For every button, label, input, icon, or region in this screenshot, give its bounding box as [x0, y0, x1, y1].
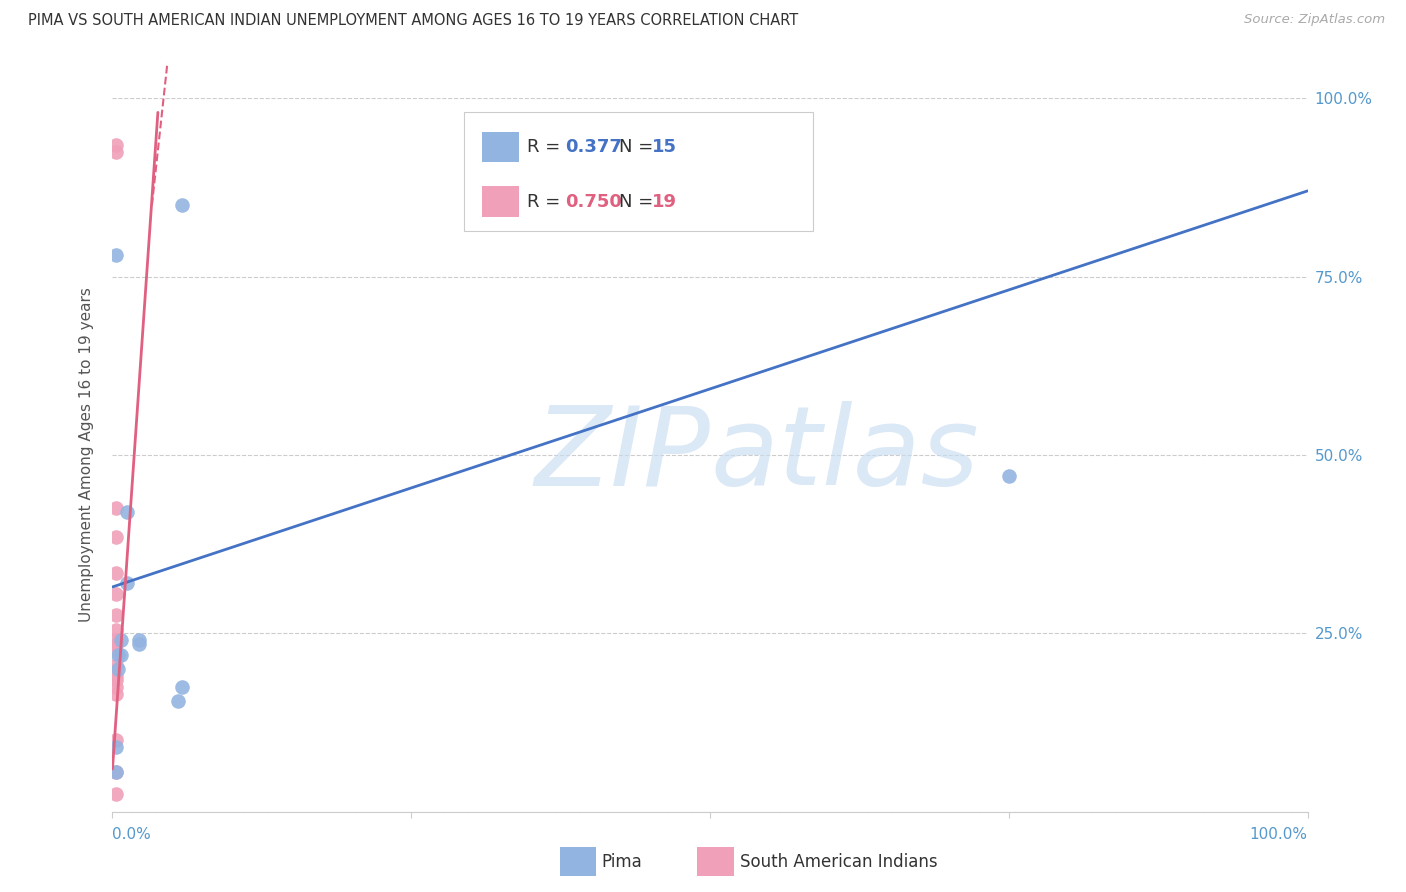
Point: [105, 765, 128, 780]
Text: 15: 15: [652, 138, 678, 156]
Text: N =: N =: [619, 138, 658, 156]
Point: [107, 662, 129, 676]
Point: [105, 637, 128, 651]
Text: 100.0%: 100.0%: [1250, 827, 1308, 841]
Point: [105, 137, 128, 152]
Point: [998, 469, 1021, 483]
Point: [167, 694, 190, 708]
Point: [105, 608, 128, 623]
Point: [105, 740, 128, 755]
Text: 0.377: 0.377: [565, 138, 621, 156]
Text: ZIP: ZIP: [534, 401, 710, 508]
Point: [105, 733, 128, 747]
Point: [105, 587, 128, 601]
Point: [105, 765, 128, 780]
Text: 0.0%: 0.0%: [112, 827, 152, 841]
Text: N =: N =: [619, 193, 658, 211]
Point: [105, 566, 128, 580]
Point: [105, 145, 128, 159]
Point: [107, 648, 129, 662]
Point: [105, 633, 128, 648]
Point: [115, 505, 138, 519]
Point: [105, 669, 128, 683]
Text: R =: R =: [527, 193, 567, 211]
Point: [170, 198, 193, 212]
Text: PIMA VS SOUTH AMERICAN INDIAN UNEMPLOYMENT AMONG AGES 16 TO 19 YEARS CORRELATION: PIMA VS SOUTH AMERICAN INDIAN UNEMPLOYME…: [28, 13, 799, 29]
Text: South American Indians: South American Indians: [740, 853, 938, 871]
Point: [105, 687, 128, 701]
Text: Source: ZipAtlas.com: Source: ZipAtlas.com: [1244, 13, 1385, 27]
Point: [105, 673, 128, 687]
Text: 0.750: 0.750: [565, 193, 621, 211]
Point: [110, 633, 132, 648]
Point: [105, 623, 128, 637]
Point: [105, 787, 128, 801]
Point: [105, 644, 128, 658]
Point: [110, 648, 132, 662]
Point: [128, 633, 150, 648]
Text: Pima: Pima: [602, 853, 643, 871]
Point: [128, 637, 150, 651]
Point: [105, 501, 128, 516]
Point: [170, 680, 193, 694]
Y-axis label: Unemployment Among Ages 16 to 19 years: Unemployment Among Ages 16 to 19 years: [79, 287, 94, 623]
Point: [115, 576, 138, 591]
Text: atlas: atlas: [710, 401, 979, 508]
Point: [105, 248, 128, 262]
Text: R =: R =: [527, 138, 567, 156]
Point: [105, 530, 128, 544]
Point: [105, 658, 128, 673]
Point: [105, 680, 128, 694]
Text: 19: 19: [652, 193, 678, 211]
